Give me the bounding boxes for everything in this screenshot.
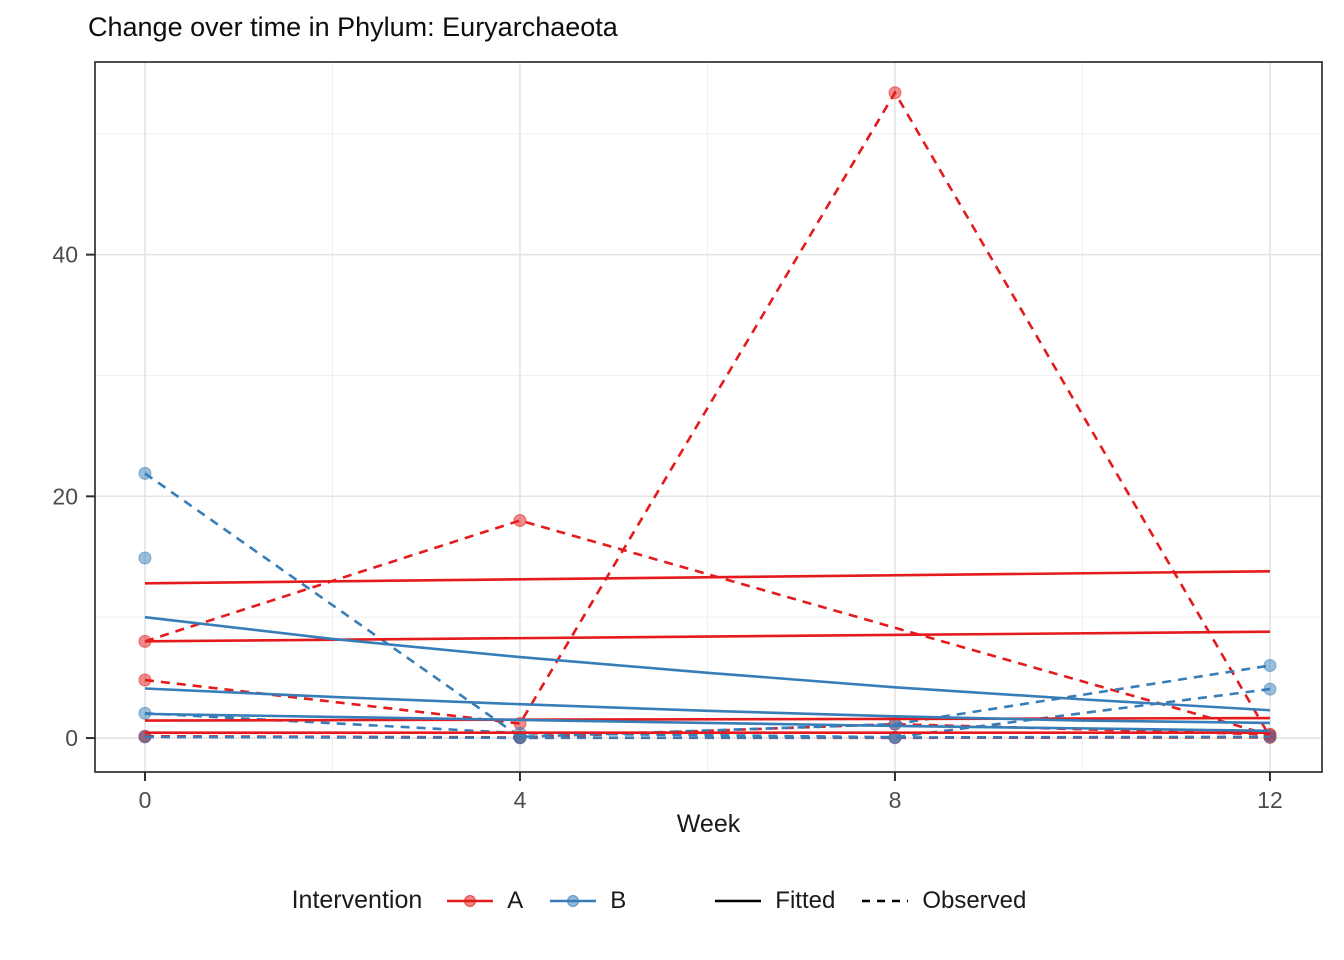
x-tick-label: 12 (1257, 787, 1283, 813)
y-tick-label: 40 (52, 242, 78, 268)
y-tick-label: 0 (65, 725, 78, 751)
legend-item-group-a: A (446, 887, 523, 915)
legend-key-b-icon (550, 894, 597, 907)
series-B-fitted-1 (144, 615, 1271, 712)
legend-key-fitted-icon (715, 899, 762, 902)
data-point-B-observed-2 (138, 551, 152, 565)
x-tick-label: 0 (139, 787, 152, 813)
panel-border (94, 61, 1323, 773)
legend-item-group-b: B (549, 887, 626, 915)
series-B-fitted-3 (144, 712, 1270, 733)
legend-key-observed-icon (862, 899, 909, 902)
legend: Intervention A B Fitted (0, 886, 1344, 915)
legend-label-fitted: Fitted (775, 886, 836, 914)
legend-key-a-icon (447, 894, 494, 907)
legend-item-observed: Observed (861, 887, 1026, 915)
series-B-observed-1 (144, 472, 1271, 739)
x-tick-label: 8 (889, 787, 902, 813)
legend-label-observed: Observed (922, 886, 1027, 914)
plot-panel (95, 62, 1322, 772)
legend-label-b: B (610, 886, 627, 914)
legend-label-a: A (507, 886, 524, 914)
series-B-observed-3 (144, 687, 1271, 739)
series-A-fitted-1 (144, 569, 1270, 585)
series-B-fitted-2 (144, 687, 1270, 725)
x-axis-title: Week (676, 810, 741, 838)
y-tick-label: 20 (52, 483, 78, 509)
data-point-A-observed-1 (513, 514, 527, 528)
legend-item-fitted: Fitted (714, 887, 835, 915)
series-A-observed-1 (144, 519, 1271, 737)
x-tick-label: 4 (514, 787, 527, 813)
series-A-fitted-3 (144, 716, 1270, 722)
plot-title: Change over time in Phylum: Euryarchaeot… (88, 12, 618, 42)
series-A-observed-2 (144, 90, 1272, 738)
legend-title: Intervention (291, 886, 423, 914)
series-B-observed-4 (144, 735, 1270, 740)
